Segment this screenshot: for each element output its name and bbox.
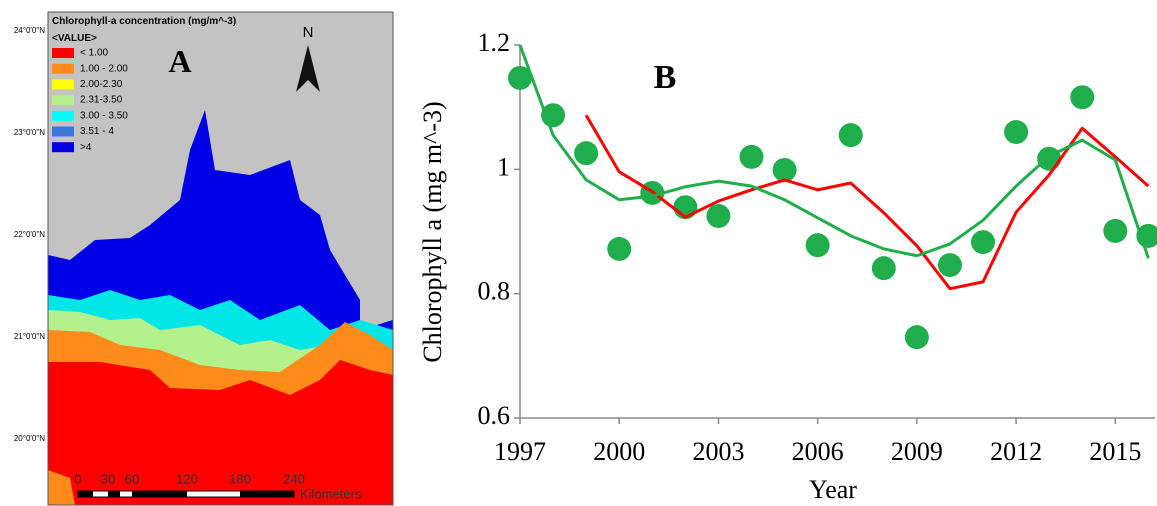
scale-label: 60 <box>125 471 139 486</box>
data-point <box>872 256 896 280</box>
legend-title: Chlorophyll-a concentration (mg/m^-3) <box>52 16 236 27</box>
scale-label: 120 <box>176 471 198 486</box>
scale-unit: Kilometers <box>300 486 362 501</box>
data-point <box>905 325 929 349</box>
scale-label: 0 <box>74 471 81 486</box>
y-tick-label: 1.2 <box>478 28 511 57</box>
x-tick-label: 2012 <box>990 437 1042 466</box>
scale-segment <box>78 491 93 497</box>
legend-label: 3.51 - 4 <box>80 126 114 137</box>
legend-swatch <box>52 48 74 58</box>
x-tick-label: 2000 <box>593 437 645 466</box>
x-axis-label: Year <box>809 475 857 504</box>
y-tick-label: 0.8 <box>478 277 511 306</box>
data-line <box>586 115 1148 288</box>
panel-label: A <box>168 43 191 79</box>
data-point <box>971 230 995 254</box>
legend-swatch <box>52 127 74 137</box>
latitude-label: 20°0'0"N <box>14 434 45 443</box>
panel-label: B <box>654 59 677 96</box>
y-tick-label: 1 <box>497 152 510 181</box>
north-label: N <box>303 24 314 41</box>
legend-label: 3.00 - 3.50 <box>80 110 128 121</box>
scale-bar <box>78 491 294 497</box>
legend-label: < 1.00 <box>80 48 109 59</box>
legend-swatch <box>52 111 74 121</box>
legend-subtitle: <VALUE> <box>52 33 97 44</box>
data-point <box>706 204 730 228</box>
data-point <box>1103 219 1127 243</box>
x-tick-label: 2003 <box>692 437 744 466</box>
scale-segment <box>132 491 187 497</box>
chart-panel: B Year Chlorophyll a (mg m^-3) 0.6 0.8 1 1.… <box>418 28 1157 504</box>
scale-segment <box>108 491 120 497</box>
data-point <box>806 233 830 257</box>
data-point <box>574 141 598 165</box>
legend-swatch <box>52 64 74 74</box>
latitude-labels: 24°0'0"N 23°0'0"N 22°0'0"N 21°0'0"N 20°0'0"N <box>14 26 45 443</box>
latitude-label: 21°0'0"N <box>14 332 45 341</box>
y-axis-label: Chlorophyll a (mg m^-3) <box>418 101 447 362</box>
data-point <box>740 145 764 169</box>
map-panel: Chlorophyll-a concentration (mg/m^-3) <V… <box>14 12 393 505</box>
legend-swatch <box>52 79 74 89</box>
legend-label: 2.31-3.50 <box>80 95 123 106</box>
legend-swatch <box>52 142 74 152</box>
data-point <box>1037 147 1061 171</box>
data-point <box>1070 85 1094 109</box>
latitude-label: 24°0'0"N <box>14 26 45 35</box>
data-point <box>938 253 962 277</box>
x-tick-label: 2015 <box>1089 437 1141 466</box>
scale-segment <box>240 491 294 497</box>
x-tick-label: 2006 <box>792 437 844 466</box>
legend-label: >4 <box>80 142 92 153</box>
latitude-label: 22°0'0"N <box>14 230 45 239</box>
latitude-label: 23°0'0"N <box>14 128 45 137</box>
x-tick-label: 1997 <box>494 437 546 466</box>
data-point <box>607 237 631 261</box>
data-point <box>1004 120 1028 144</box>
legend-label: 1.00 - 2.00 <box>80 63 128 74</box>
x-tick-label: 2009 <box>891 437 943 466</box>
legend-label: 2.00-2.30 <box>80 79 123 90</box>
data-point <box>773 158 797 182</box>
scale-label: 180 <box>229 471 251 486</box>
scale-label: 30 <box>101 471 115 486</box>
figure: Chlorophyll-a concentration (mg/m^-3) <V… <box>0 0 1157 506</box>
scale-label: 240 <box>283 471 305 486</box>
legend-swatch <box>52 95 74 105</box>
data-point <box>839 123 863 147</box>
y-tick-label: 0.6 <box>478 401 511 430</box>
